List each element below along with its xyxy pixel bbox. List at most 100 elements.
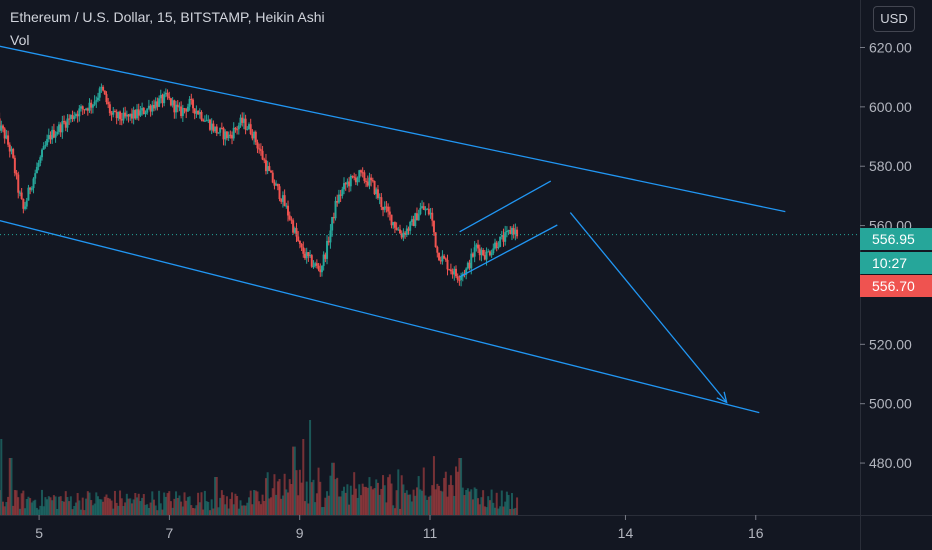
candle-body xyxy=(432,220,435,233)
candle-body xyxy=(399,229,402,234)
volume-bar xyxy=(475,488,478,515)
volume-bar xyxy=(488,500,491,515)
volume-bar xyxy=(158,490,161,515)
volume-bar xyxy=(326,491,329,515)
volume-bar xyxy=(0,490,1,515)
candle-body xyxy=(210,123,213,130)
volume-bar xyxy=(332,462,335,515)
candle-body xyxy=(327,240,330,243)
volume-bar xyxy=(319,481,322,515)
volume-bar xyxy=(264,478,267,515)
volume-bar xyxy=(217,507,220,515)
volume-bar xyxy=(298,469,301,515)
candle-body xyxy=(458,279,461,281)
candle-body xyxy=(354,177,357,183)
candle-body xyxy=(383,206,386,210)
volume-bar xyxy=(164,496,167,515)
volume-bar xyxy=(139,501,142,515)
volume-bar xyxy=(302,439,305,515)
candle-body xyxy=(404,232,407,236)
volume-bar xyxy=(137,493,140,515)
candle-body xyxy=(152,104,155,109)
volume-bar xyxy=(83,510,86,515)
volume-bar xyxy=(12,505,15,515)
volume-bar xyxy=(412,489,415,515)
candle-body xyxy=(12,148,15,158)
candle-body xyxy=(297,236,300,241)
candle-body xyxy=(136,109,139,119)
candle-body xyxy=(370,177,373,181)
volume-bar xyxy=(331,462,334,515)
candle-body xyxy=(264,160,267,172)
volume-bar xyxy=(378,494,381,515)
price-tick-label: 580.00 xyxy=(869,158,912,174)
volume-bar xyxy=(399,508,402,515)
candle-body xyxy=(343,183,346,190)
volume-bar xyxy=(181,506,184,515)
currency-button[interactable]: USD xyxy=(873,6,915,32)
candle-body xyxy=(132,110,135,119)
drawings[interactable] xyxy=(0,45,786,414)
volume-bar xyxy=(61,500,64,515)
volume-bar xyxy=(7,496,10,515)
candle-body xyxy=(283,195,286,206)
volume-bar xyxy=(395,490,398,515)
volume-bar xyxy=(113,490,116,515)
volume-bar xyxy=(368,477,371,515)
volume-bar xyxy=(502,506,505,515)
candle-body xyxy=(497,246,500,248)
candle-body xyxy=(324,254,327,259)
volume-bar xyxy=(85,498,88,515)
volume-bar xyxy=(477,498,480,515)
volume-bar xyxy=(509,508,512,515)
volume-bar xyxy=(461,487,464,515)
candle-body xyxy=(142,108,145,115)
volume-bar xyxy=(225,496,228,515)
candle-body xyxy=(175,104,178,113)
volume-bar xyxy=(341,490,344,515)
candle-body xyxy=(130,113,133,119)
volume-bar xyxy=(431,485,434,515)
volume-bar xyxy=(193,508,196,515)
candle-body xyxy=(351,175,354,177)
candle-body xyxy=(35,166,38,174)
volume-bar xyxy=(373,488,376,515)
candle-body xyxy=(231,135,234,139)
candle-body xyxy=(76,114,79,117)
candle-body xyxy=(417,214,420,221)
volume-bar xyxy=(366,487,369,515)
volume-bar xyxy=(76,493,79,515)
candle-body xyxy=(271,172,274,183)
volume-bar xyxy=(383,485,386,515)
channel-upper xyxy=(0,45,786,213)
volume-bar xyxy=(270,497,273,515)
volume-bar xyxy=(29,498,32,515)
volume-bar xyxy=(465,489,468,515)
volume-bar xyxy=(1,501,4,515)
volume-bar xyxy=(122,506,125,515)
volume-bar xyxy=(253,489,256,515)
volume-bar xyxy=(307,503,310,515)
candle-body xyxy=(234,127,237,130)
candle-body xyxy=(163,94,166,104)
volume-bar xyxy=(147,507,150,515)
volume-bar xyxy=(208,510,211,515)
volume-bar xyxy=(91,505,94,515)
candle-body xyxy=(193,108,196,114)
candle-body xyxy=(198,112,201,115)
volume-bar xyxy=(421,490,424,515)
volume-bar xyxy=(273,474,276,515)
candle-body xyxy=(280,199,283,202)
candle-body xyxy=(44,145,47,147)
candle-body xyxy=(105,94,108,103)
volume-bar xyxy=(236,496,239,515)
candle-body xyxy=(103,90,106,95)
candle-body xyxy=(356,177,359,183)
candle-body xyxy=(73,116,76,120)
volume-bar xyxy=(283,473,286,515)
candle-body xyxy=(42,146,45,150)
candle-body xyxy=(312,265,315,267)
candle-body xyxy=(326,240,329,259)
